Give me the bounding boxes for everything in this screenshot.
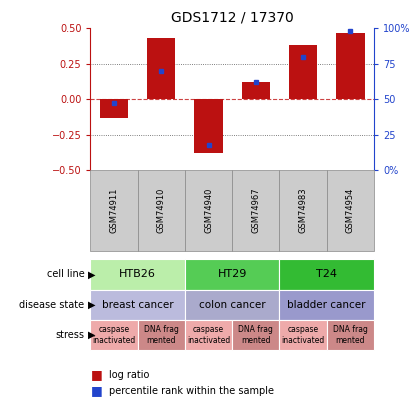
Text: ■: ■ (90, 384, 102, 397)
Title: GDS1712 / 17370: GDS1712 / 17370 (171, 11, 293, 24)
Text: DNA frag
mented: DNA frag mented (144, 326, 179, 345)
Text: HTB26: HTB26 (119, 269, 156, 279)
Text: T24: T24 (316, 269, 337, 279)
Text: bladder cancer: bladder cancer (288, 300, 366, 310)
Text: disease state: disease state (19, 300, 84, 310)
Text: ▶: ▶ (88, 300, 96, 310)
Bar (147, 38, 175, 99)
Text: GSM74954: GSM74954 (346, 188, 355, 233)
Text: ▶: ▶ (88, 269, 96, 279)
Text: GSM74910: GSM74910 (157, 188, 166, 233)
Text: percentile rank within the sample: percentile rank within the sample (109, 386, 274, 396)
Text: GSM74967: GSM74967 (252, 188, 260, 233)
Bar (194, 99, 223, 153)
Text: caspase
inactivated: caspase inactivated (187, 326, 230, 345)
Bar (289, 45, 317, 99)
Text: GSM74911: GSM74911 (110, 188, 118, 233)
Bar (336, 33, 365, 99)
Text: caspase
inactivated: caspase inactivated (92, 326, 136, 345)
Text: breast cancer: breast cancer (102, 300, 173, 310)
Text: GSM74983: GSM74983 (299, 188, 307, 233)
Text: cell line: cell line (46, 269, 84, 279)
Text: DNA frag
mented: DNA frag mented (238, 326, 273, 345)
Text: DNA frag
mented: DNA frag mented (333, 326, 368, 345)
Text: GSM74940: GSM74940 (204, 188, 213, 233)
Text: log ratio: log ratio (109, 370, 149, 379)
Text: colon cancer: colon cancer (199, 300, 266, 310)
Text: ▶: ▶ (88, 330, 96, 340)
Text: ■: ■ (90, 368, 102, 381)
Bar (100, 99, 128, 118)
Text: caspase
inactivated: caspase inactivated (282, 326, 325, 345)
Text: HT29: HT29 (217, 269, 247, 279)
Bar (242, 82, 270, 99)
Text: stress: stress (55, 330, 84, 340)
